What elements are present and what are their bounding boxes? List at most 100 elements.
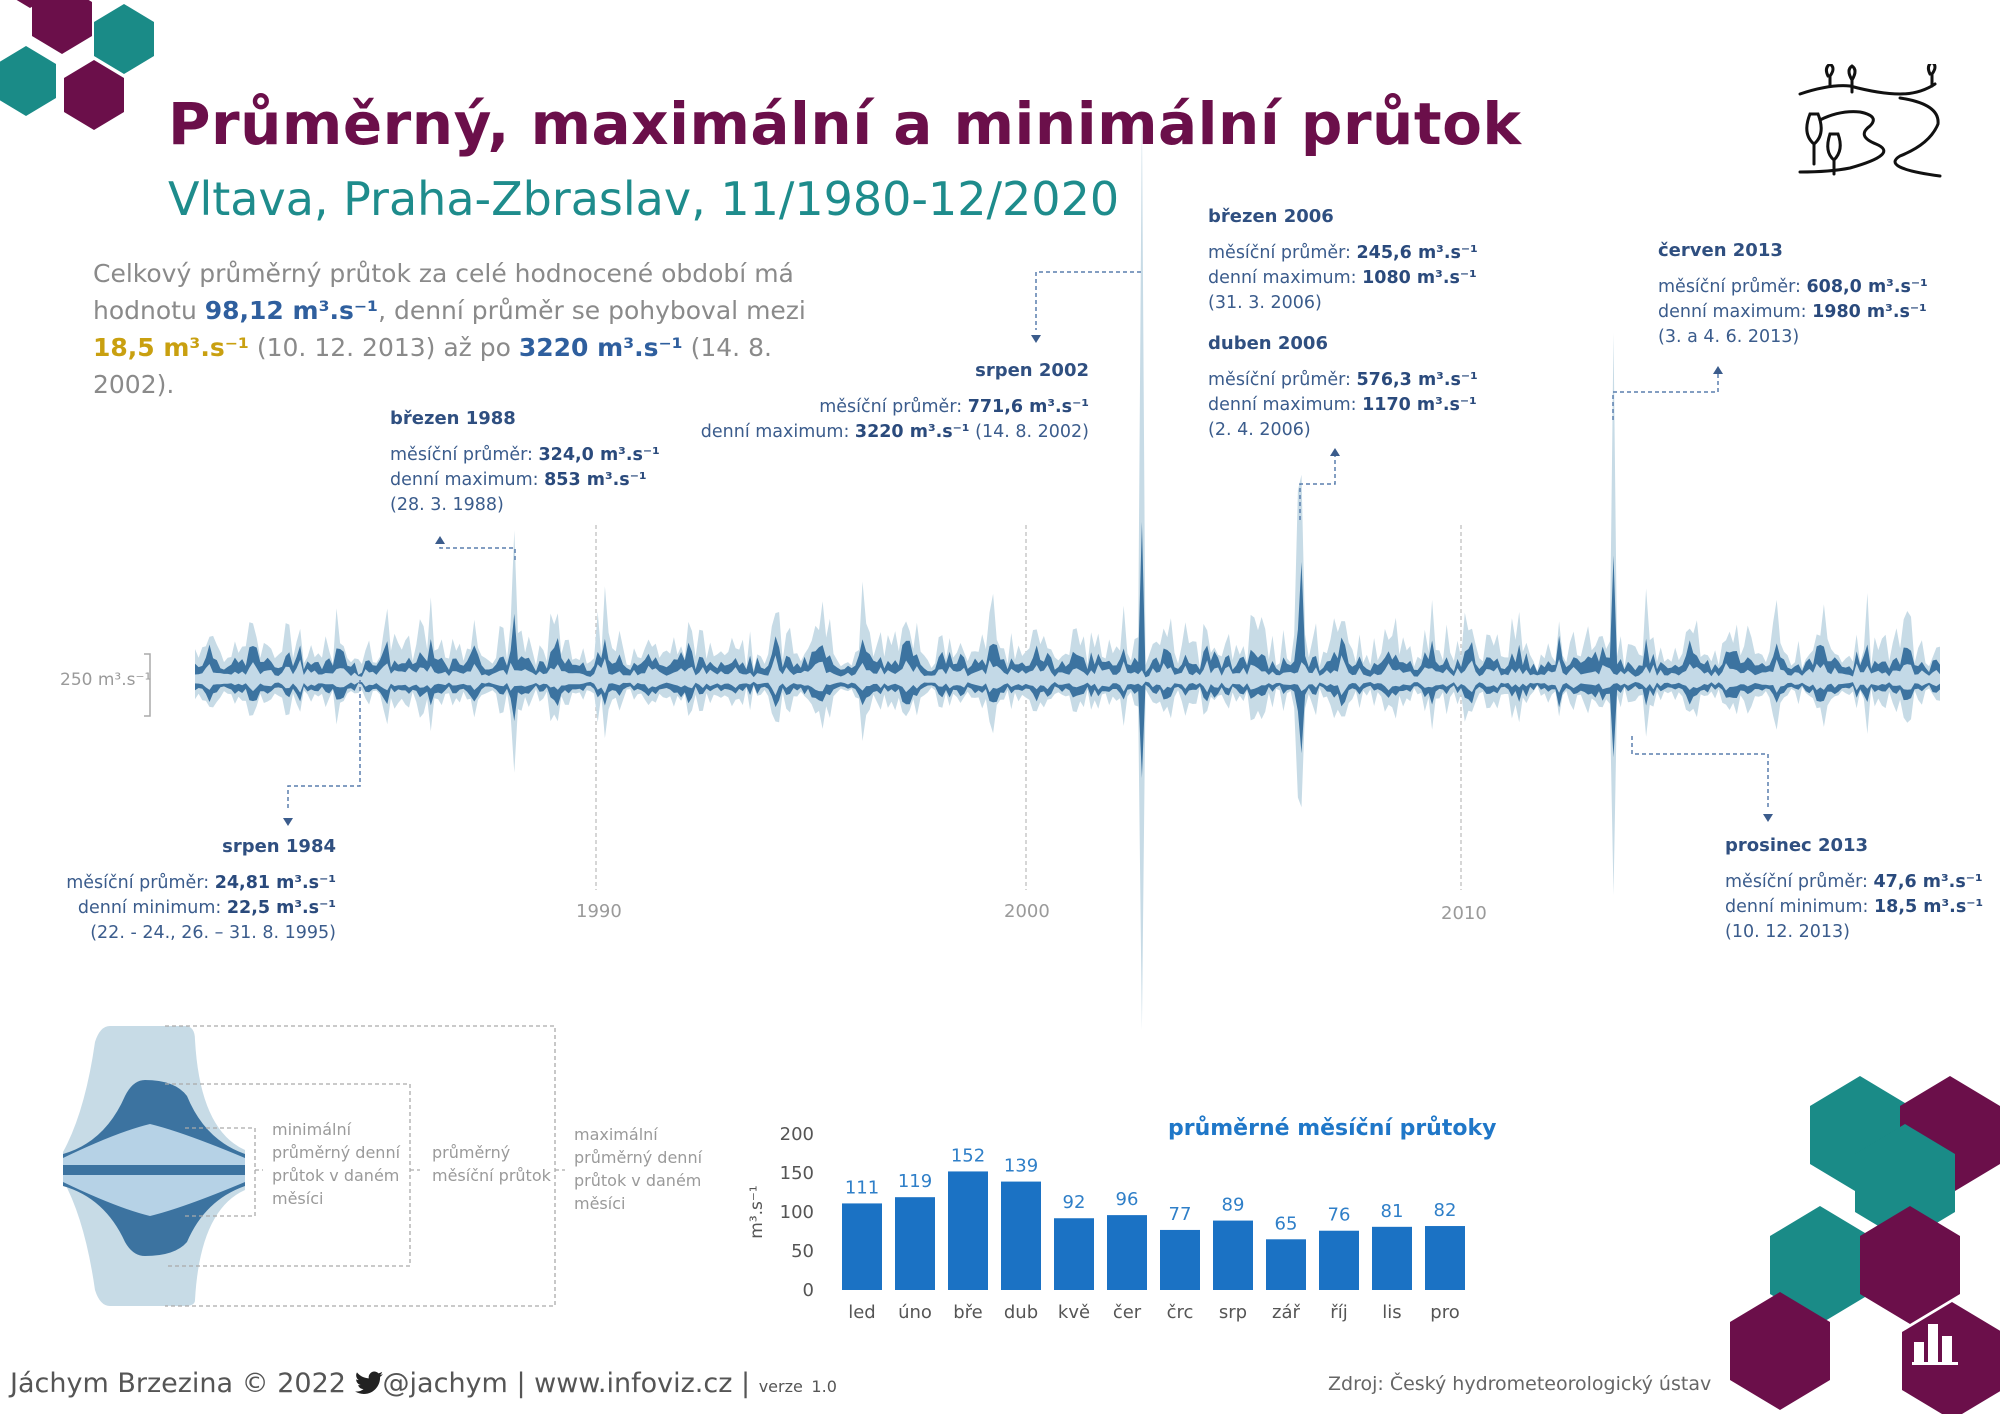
annotation-label: měsíční průměr:: [1725, 872, 1874, 892]
summary-maximum: 3220 m³.s⁻¹: [518, 333, 683, 362]
footer-separator: |: [516, 1368, 526, 1399]
annotation-arrows: [283, 335, 1773, 826]
annotation-date: (31. 3. 2006): [1208, 293, 1322, 313]
bar-bře: [948, 1171, 988, 1290]
annotation-date: (10. 12. 2013): [1725, 922, 1850, 942]
x-tick-label: bře: [953, 1302, 983, 1323]
min-flow-band: [195, 655, 1940, 696]
annotation-august-1984: srpen 1984 měsíční průměr: 24,81 m³.s⁻¹ …: [66, 834, 336, 946]
annotation-value: 3220 m³.s⁻¹: [854, 422, 970, 442]
annotation-title: červen 2013: [1658, 240, 1783, 261]
summary-part-4: (14. 8. 2002).: [93, 333, 772, 399]
y-tick-label: 200: [780, 1124, 814, 1145]
annotation-value: 1980 m³.s⁻¹: [1812, 302, 1927, 322]
summary-average: 98,12 m³.s⁻¹: [204, 296, 379, 325]
annotation-value: 324,0 m³.s⁻¹: [538, 445, 660, 465]
year-label-1990: 1990: [576, 901, 622, 922]
x-tick-label: zář: [1272, 1302, 1300, 1323]
y-axis-label: m³.s⁻¹: [747, 1185, 767, 1238]
scale-label: 250 m³.s⁻¹: [60, 670, 151, 690]
legend-min-label: minimální průměrný denní průtok v daném …: [272, 1120, 401, 1208]
hexagon-decoration-bottom-right: [1730, 1076, 2000, 1414]
page-title: Průměrný, maximální a minimální průtok: [168, 90, 1522, 158]
annotation-label: měsíční průměr:: [1208, 370, 1357, 390]
arrow-head: [1031, 335, 1041, 343]
bar-value-label: 96: [1116, 1189, 1139, 1210]
bar-led: [842, 1203, 882, 1290]
annotation-value: 18,5 m³.s⁻¹: [1874, 897, 1984, 917]
summary-part-2: , denní průměr se pohyboval mezi: [378, 296, 806, 325]
bar-říj: [1319, 1230, 1359, 1290]
data-source: Zdroj: Český hydrometeorologický ústav: [1328, 1373, 1712, 1395]
bar-chart-title: průměrné měsíční průtoky: [1168, 1116, 1497, 1141]
x-tick-label: čer: [1113, 1302, 1142, 1323]
footer-twitter[interactable]: @jachym: [382, 1368, 508, 1399]
twitter-icon: [354, 1371, 383, 1402]
annotation-label: denní maximum:: [390, 470, 545, 490]
y-tick-label: 100: [780, 1202, 814, 1223]
x-tick-label: dub: [1004, 1302, 1038, 1323]
bar-čer: [1107, 1215, 1147, 1290]
monthly-average-bar-chart: 0 50 100 150 200 m³.s⁻¹ 111 led 119 úno 152 bře 139 d…: [747, 1124, 1465, 1323]
annotation-value: 1080 m³.s⁻¹: [1362, 268, 1477, 288]
arrow-head: [435, 536, 445, 544]
x-tick-label: kvě: [1058, 1302, 1090, 1323]
bar-črc: [1160, 1229, 1200, 1290]
annotation-date: (28. 3. 1988): [390, 495, 504, 515]
annotation-label: denní maximum:: [1658, 302, 1813, 322]
bar-value-label: 76: [1328, 1205, 1351, 1226]
arrow-head: [283, 818, 293, 826]
annotation-label: denní minimum:: [77, 898, 227, 918]
legend-diagram: [63, 1025, 565, 1307]
arrow-head: [1713, 366, 1723, 374]
annotation-title: duben 2006: [1208, 333, 1328, 354]
bar-lis: [1372, 1226, 1412, 1290]
bar-srp: [1213, 1220, 1253, 1290]
summary-text: Celkový průměrný průtok za celé hodnocen…: [93, 255, 833, 403]
annotation-value: 576,3 m³.s⁻¹: [1356, 370, 1478, 390]
annotation-connectors: [287, 271, 1769, 810]
annotation-label: měsíční průměr:: [1658, 277, 1807, 297]
x-tick-label: srp: [1219, 1302, 1247, 1323]
connector-line: [1612, 372, 1719, 420]
page-subtitle: Vltava, Praha-Zbraslav, 11/1980-12/2020: [168, 172, 1120, 226]
bar-pro: [1425, 1226, 1465, 1290]
legend-max-label: maximální průměrný denní průtok v daném …: [574, 1125, 703, 1213]
scale-label-text: 250 m³.s⁻¹: [60, 670, 152, 690]
y-tick-label: 150: [780, 1163, 814, 1184]
footer-version-label: verze: [758, 1377, 803, 1396]
bar-value-label: 82: [1434, 1200, 1457, 1221]
bar-value-label: 111: [845, 1177, 879, 1198]
annotation-value: 1170 m³.s⁻¹: [1362, 395, 1477, 415]
annotation-title: srpen 1984: [222, 836, 336, 857]
bar-value-label: 152: [951, 1145, 985, 1166]
y-tick-label: 50: [791, 1241, 814, 1262]
annotation-label: denní maximum:: [1208, 268, 1363, 288]
year-label-2000: 2000: [1004, 901, 1050, 922]
connector-line: [287, 680, 361, 810]
bar-value-label: 65: [1275, 1213, 1298, 1234]
annotation-date: (22. - 24., 26. – 31. 8. 1995): [90, 923, 336, 943]
annotation-value: 24,81 m³.s⁻¹: [214, 873, 336, 893]
footer-website[interactable]: www.infoviz.cz: [534, 1368, 733, 1399]
footer-author: Jáchym Brzezina © 2022: [10, 1368, 346, 1399]
footer: Jáchym Brzezina © 2022 @jachym | www.inf…: [10, 1368, 837, 1402]
bar-zář: [1266, 1239, 1306, 1290]
summary-part-3: (10. 12. 2013) až po: [248, 333, 519, 362]
annotation-value: 853 m³.s⁻¹: [544, 470, 647, 490]
legend-mean-label: průměrný měsíční průtok: [432, 1143, 551, 1185]
connector-line: [439, 540, 516, 560]
bar-dub: [1001, 1181, 1041, 1290]
annotation-date: (2. 4. 2006): [1208, 420, 1311, 440]
annotation-label: měsíční průměr:: [819, 397, 968, 417]
x-tick-label: říj: [1330, 1302, 1347, 1323]
summary-minimum: 18,5 m³.s⁻¹: [93, 333, 249, 362]
connector-line: [1035, 271, 1141, 330]
bar-value-label: 81: [1381, 1201, 1404, 1222]
annotation-date: (14. 8. 2002): [969, 422, 1089, 442]
footer-separator: |: [740, 1368, 751, 1399]
bar-úno: [895, 1197, 935, 1290]
annotation-march-2006: březen 2006 měsíční průměr: 245,6 m³.s⁻¹…: [1208, 204, 1478, 316]
x-tick-label: lis: [1382, 1302, 1401, 1323]
x-tick-label: úno: [898, 1302, 932, 1323]
